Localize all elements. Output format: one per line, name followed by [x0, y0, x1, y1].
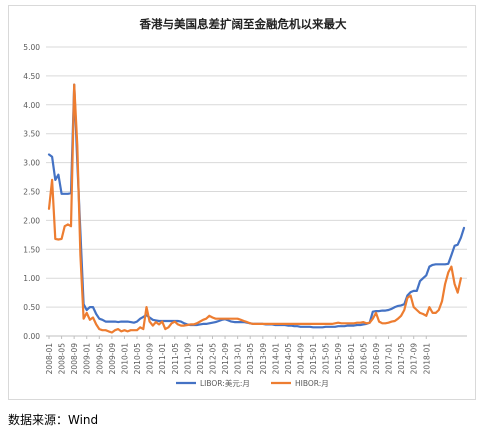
x-tick-label: 2011-01	[158, 343, 167, 375]
x-tick-label: 2017-01	[385, 343, 394, 375]
line-chart: 香港与美国息差扩阔至金融危机以来最大 0.00 0.50 1.00 1.50 2.00 2.…	[23, 17, 467, 388]
x-tick-label: 2017-09	[410, 343, 419, 375]
series-line-libor	[47, 83, 466, 329]
x-tick-label: 2016-05	[359, 343, 368, 375]
x-tick-label: 2010-01	[120, 343, 129, 375]
x-tick-label: 2010-09	[146, 343, 155, 375]
series-line-hibor	[47, 83, 462, 334]
legend-label: LIBOR:美元:月	[200, 378, 250, 388]
y-tick-label: 4.50	[23, 72, 40, 81]
x-tick-label: 2013-05	[246, 343, 255, 375]
chart-frame: 香港与美国息差扩阔至金融危机以来最大 0.00 0.50 1.00 1.50 2.00 2.…	[8, 5, 476, 400]
x-tick-label: 2012-09	[221, 343, 230, 375]
x-tick-label: 2008-09	[70, 343, 79, 375]
x-tick-label: 2015-01	[309, 343, 318, 375]
x-tick-label: 2009-01	[83, 343, 92, 375]
y-tick-label: 2.50	[23, 188, 40, 197]
y-tick-label: 4.00	[23, 101, 40, 110]
x-tick-label: 2008-01	[45, 343, 54, 375]
y-tick-label: 1.50	[23, 245, 40, 254]
y-tick-label: 5.00	[23, 43, 40, 52]
y-tick-label: 3.50	[23, 130, 40, 139]
x-tick-label: 2015-09	[334, 343, 343, 375]
x-tick-label: 2010-05	[133, 343, 142, 375]
x-tick-label: 2018-01	[422, 343, 431, 375]
x-tick-label: 2013-09	[259, 343, 268, 375]
x-tick-label: 2017-05	[397, 343, 406, 375]
x-tick-label: 2012-05	[208, 343, 217, 375]
x-tick-label: 2009-09	[108, 343, 117, 375]
x-tick-label: 2014-01	[271, 343, 280, 375]
x-tick-label: 2013-01	[234, 343, 243, 375]
x-tick-label: 2008-05	[58, 343, 67, 375]
legend-label: HIBOR:月	[295, 379, 329, 388]
y-tick-label: 0.00	[23, 332, 40, 341]
x-tick-label: 2014-05	[284, 343, 293, 375]
x-tick-label: 2011-09	[183, 343, 192, 375]
y-tick-label: 2.00	[23, 216, 40, 225]
data-source-note: 数据来源：Wind	[8, 413, 99, 427]
x-tick-label: 2016-01	[347, 343, 356, 375]
x-tick-label: 2012-01	[196, 343, 205, 375]
x-tick-label: 2014-09	[297, 343, 306, 375]
x-tick-label: 2015-05	[322, 343, 331, 375]
y-tick-label: 1.00	[23, 274, 40, 283]
chart-title: 香港与美国息差扩阔至金融危机以来最大	[139, 17, 347, 31]
x-tick-label: 2016-09	[372, 343, 381, 375]
y-tick-label: 3.00	[23, 159, 40, 168]
x-tick-label: 2009-05	[95, 343, 104, 375]
y-tick-label: 0.50	[23, 303, 40, 312]
x-tick-label: 2011-05	[171, 343, 180, 375]
